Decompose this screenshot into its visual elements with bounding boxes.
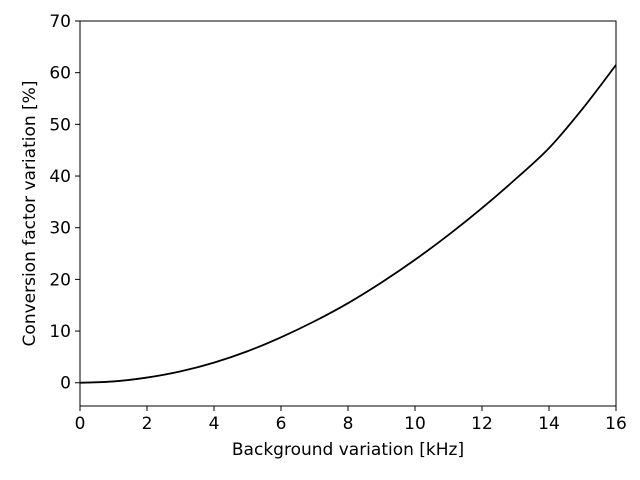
plot-area bbox=[79, 64, 617, 384]
x-tick-label: 4 bbox=[209, 414, 220, 434]
y-tick-label: 0 bbox=[60, 374, 71, 394]
x-tick-label: 10 bbox=[404, 414, 426, 434]
y-tick-label: 30 bbox=[49, 219, 71, 239]
y-tick-label: 60 bbox=[49, 64, 71, 84]
axis-ticks: 0 2 4 6 8 10 12 14 16 0 10 20 30 40 50 60 70 bbox=[49, 12, 626, 434]
x-tick-label: 2 bbox=[142, 414, 153, 434]
x-tick-label: 6 bbox=[276, 414, 287, 434]
x-axis-label: Background variation [kHz] bbox=[232, 440, 464, 460]
y-axis-label: Conversion factor variation [%] bbox=[20, 81, 40, 347]
y-tick-label: 70 bbox=[49, 12, 71, 32]
y-tick-label: 40 bbox=[49, 167, 71, 187]
y-tick-label: 10 bbox=[49, 322, 71, 342]
x-tick-label: 8 bbox=[343, 414, 354, 434]
y-tick-label: 20 bbox=[49, 270, 71, 290]
plot-frame bbox=[79, 20, 617, 407]
y-tick-label: 50 bbox=[49, 115, 71, 135]
series-line-0 bbox=[79, 64, 617, 384]
x-tick-label: 0 bbox=[75, 414, 86, 434]
x-tick-label: 12 bbox=[471, 414, 493, 434]
x-tick-label: 14 bbox=[538, 414, 560, 434]
x-tick-label: 16 bbox=[605, 414, 627, 434]
